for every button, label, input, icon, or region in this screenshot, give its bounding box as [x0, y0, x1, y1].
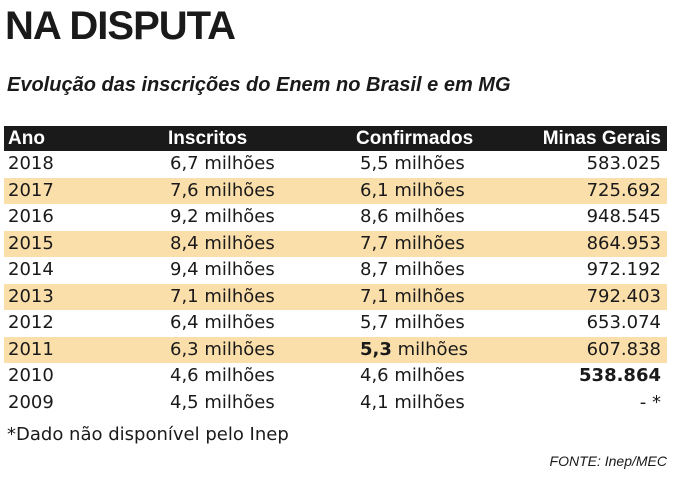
- cell-inscritos: 8,4 milhões: [170, 232, 275, 254]
- cell-ano: 2013: [8, 285, 54, 307]
- table-row: 2013 7,1 milhões 7,1 milhões 792.403: [4, 283, 667, 310]
- cell-inscritos: 9,2 milhões: [170, 206, 275, 227]
- table-row: 2011 6,3 milhões 5,3 milhões 607.838: [4, 336, 667, 364]
- table-row: 2010 4,6 milhões 4,6 milhões 538.864: [4, 363, 667, 390]
- header-confirmados: Confirmados: [356, 128, 474, 149]
- table-row: 2018 6,7 milhões 5,5 milhões 583.025: [4, 151, 667, 178]
- cell-ano: 2012: [8, 312, 54, 333]
- page-subtitle: Evolução das inscrições do Enem no Brasi…: [7, 74, 511, 96]
- cell-inscritos: 6,3 milhões: [170, 338, 275, 360]
- header-inscritos: Inscritos: [168, 128, 248, 149]
- cell-confirmados: 5,7 milhões: [360, 312, 465, 333]
- cell-minas-gerais: 725.692: [586, 179, 661, 201]
- header-ano: Ano: [8, 128, 45, 149]
- cell-confirmados: 7,7 milhões: [360, 232, 465, 254]
- cell-ano: 2017: [8, 179, 54, 201]
- cell-ano: 2016: [8, 206, 54, 227]
- cell-inscritos: 7,1 milhões: [170, 285, 275, 307]
- cell-inscritos: 6,4 milhões: [170, 312, 275, 333]
- cell-confirmados: 8,6 milhões: [360, 206, 465, 227]
- cell-confirmados-highlight: 5,3: [360, 338, 392, 360]
- table-row: 2015 8,4 milhões 7,7 milhões 864.953: [4, 230, 667, 257]
- cell-confirmados: 5,3 milhões: [360, 337, 468, 364]
- cell-inscritos: 4,5 milhões: [170, 391, 275, 413]
- table-header-row: Ano Inscritos Confirmados Minas Gerais: [4, 126, 667, 151]
- cell-ano: 2009: [8, 391, 54, 413]
- cell-minas-gerais-highlight: 538.864: [579, 365, 661, 386]
- cell-minas-gerais: 864.953: [586, 232, 661, 254]
- cell-confirmados: 5,5 milhões: [360, 153, 465, 174]
- cell-confirmados: 7,1 milhões: [360, 285, 465, 307]
- cell-inscritos: 4,6 milhões: [170, 365, 275, 386]
- cell-minas-gerais: 792.403: [586, 285, 661, 307]
- footnote: *Dado não disponível pelo Inep: [7, 424, 289, 445]
- page-title: NA DISPUTA: [5, 4, 236, 48]
- cell-inscritos: 7,6 milhões: [170, 179, 275, 201]
- cell-ano: 2014: [8, 259, 54, 280]
- cell-inscritos: 9,4 milhões: [170, 259, 275, 280]
- cell-minas-gerais: 607.838: [586, 338, 661, 360]
- cell-confirmados-unit: milhões: [391, 338, 469, 360]
- table-row: 2012 6,4 milhões 5,7 milhões 653.074: [4, 310, 667, 337]
- cell-minas-gerais: 653.074: [586, 312, 661, 333]
- cell-ano: 2010: [8, 365, 54, 386]
- cell-minas-gerais: 972.192: [586, 259, 661, 280]
- cell-ano: 2015: [8, 232, 54, 254]
- table-row: 2009 4,5 milhões 4,1 milhões - *: [4, 390, 667, 417]
- table-row: 2014 9,4 milhões 8,7 milhões 972.192: [4, 257, 667, 284]
- source-credit: FONTE: Inep/MEC: [549, 453, 667, 469]
- table-row: 2016 9,2 milhões 8,6 milhões 948.545: [4, 204, 667, 231]
- cell-ano: 2018: [8, 153, 54, 174]
- cell-confirmados: 8,7 milhões: [360, 259, 465, 280]
- cell-confirmados: 4,6 milhões: [360, 365, 465, 386]
- table-row: 2017 7,6 milhões 6,1 milhões 725.692: [4, 177, 667, 204]
- header-minas-gerais: Minas Gerais: [542, 128, 661, 149]
- enem-table: Ano Inscritos Confirmados Minas Gerais 2…: [4, 126, 667, 416]
- cell-confirmados: 4,1 milhões: [360, 391, 465, 413]
- cell-minas-gerais: - *: [639, 391, 661, 413]
- cell-inscritos: 6,7 milhões: [170, 153, 275, 174]
- cell-minas-gerais: 583.025: [586, 153, 661, 174]
- cell-confirmados: 6,1 milhões: [360, 179, 465, 201]
- cell-ano: 2011: [8, 338, 54, 360]
- cell-minas-gerais: 948.545: [586, 206, 661, 227]
